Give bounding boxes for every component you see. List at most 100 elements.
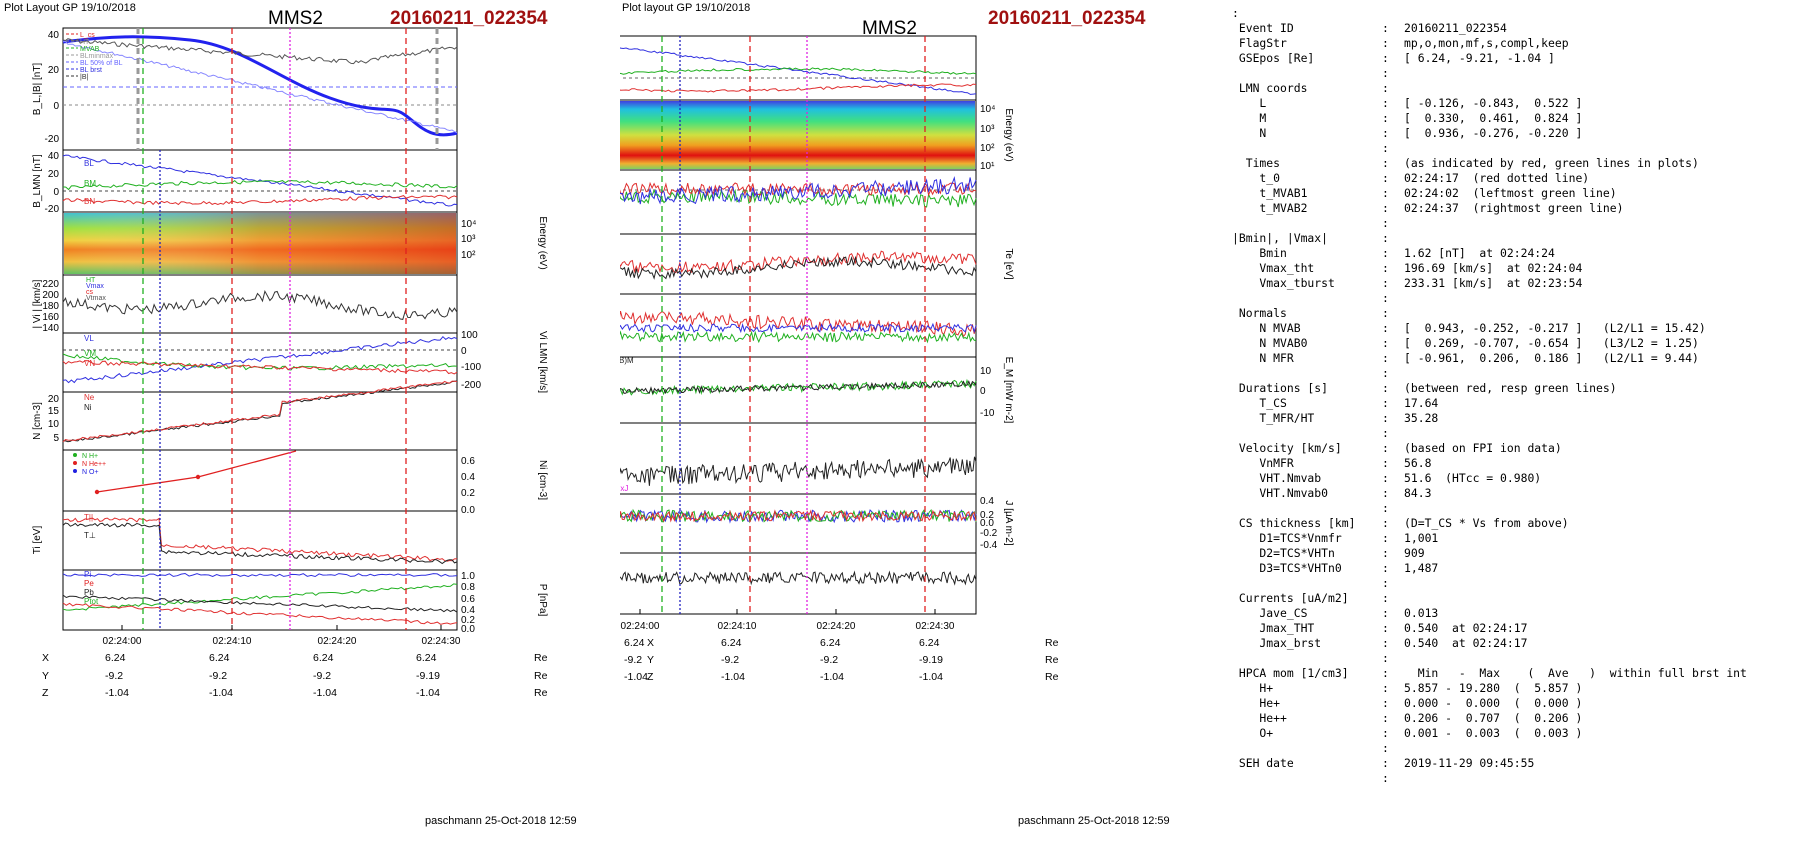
mid-y-tick-label-right: -0.2 xyxy=(980,528,998,539)
summary-row: Vmax_tht: 196.69 [km/s] at 02:24:04 xyxy=(1232,261,1802,276)
summary-row: Normals: xyxy=(1232,306,1802,321)
summary-value: 0.000 - 0.000 ( 0.000 ) xyxy=(1404,696,1583,710)
position-unit: Re xyxy=(534,670,548,682)
left-panel-frame xyxy=(62,449,458,512)
summary-value: 909 xyxy=(1404,546,1425,560)
mid-y-tick-label-right: 10³ xyxy=(980,124,995,135)
summary-label: N MFR xyxy=(1232,351,1294,365)
summary-colon: : xyxy=(1382,156,1389,170)
summary-row: H+: 5.857 - 19.280 ( 5.857 ) xyxy=(1232,681,1802,696)
mid-x-tick-label: 02:24:10 xyxy=(718,621,757,632)
summary-value: [ -0.126, -0.843, 0.522 ] xyxy=(1404,96,1583,110)
summary-label: HPCA mom [1/cm3] xyxy=(1232,666,1349,680)
summary-row: Durations [s]: (between red, resp green l… xyxy=(1232,381,1802,396)
summary-row: GSEpos [Re]: [ 6.24, -9.21, -1.04 ] xyxy=(1232,51,1802,66)
position-value: 6.24 xyxy=(721,637,742,649)
position-row-name: Y xyxy=(647,654,655,666)
left-legend-label: Pb xyxy=(84,588,94,597)
position-value: 6.24 xyxy=(105,652,126,664)
left-y-tick-label: 0 xyxy=(53,101,59,112)
summary-value: 0.001 - 0.003 ( 0.003 ) xyxy=(1404,726,1583,740)
summary-value: mp,o,mon,mf,s,compl,keep xyxy=(1404,36,1569,50)
left-panel-frame xyxy=(62,510,458,571)
summary-row: Jmax_THT: 0.540 at 02:24:17 xyxy=(1232,621,1802,636)
summary-label: Vmax_tburst xyxy=(1232,276,1335,290)
mid-jn-trace xyxy=(620,509,977,523)
mid-bl-trace xyxy=(620,47,977,95)
summary-label: Durations [s] xyxy=(1232,381,1329,395)
position-value: -1.04 xyxy=(313,687,337,699)
left-pi-trace xyxy=(62,583,458,611)
left-y-tick-label-right: 0.0 xyxy=(461,505,475,516)
summary-leading: : xyxy=(1232,6,1239,20)
left-y-tick-label-right: 0.4 xyxy=(461,472,475,483)
mid-footer: paschmann 25-Oct-2018 12:59 xyxy=(1018,815,1170,827)
left-legend-label: BLminmax xyxy=(80,53,114,60)
summary-colon: : xyxy=(1382,276,1389,290)
left-legend-label: VL xyxy=(84,334,94,343)
summary-colon: : xyxy=(1382,546,1389,560)
summary-row: L: [ -0.126, -0.843, 0.522 ] xyxy=(1232,96,1802,111)
left-bm-trace xyxy=(62,179,458,191)
left-legend-label: cs xyxy=(86,289,94,296)
mid-y-tick-label-right: 0.0 xyxy=(980,518,994,529)
left-panel-frame xyxy=(62,569,458,631)
summary-colon: : xyxy=(1382,231,1389,245)
position-value: -9.19 xyxy=(416,670,440,682)
left-pb-trace xyxy=(62,572,458,578)
summary-colon: : xyxy=(1382,441,1389,455)
summary-label: L xyxy=(1232,96,1267,110)
summary-colon: : xyxy=(1382,336,1389,350)
summary-value: 0.206 - 0.707 ( 0.206 ) xyxy=(1404,711,1583,725)
summary-label xyxy=(1232,651,1382,666)
position-value: -9.2 xyxy=(624,654,643,666)
left-axis-label: | Vi | [km/s] xyxy=(32,279,43,328)
summary-row: D3=TCS*VHTn0: 1,487 xyxy=(1232,561,1802,576)
summary-row: : xyxy=(1232,501,1802,516)
left-legend-label: VM xyxy=(84,349,96,358)
mid-jm-trace xyxy=(620,508,977,524)
mid-axis-label-right: E_M [mW m-2] xyxy=(1003,357,1014,424)
summary-label: VnMFR xyxy=(1232,456,1294,470)
left-legend-label: BL xyxy=(84,159,94,168)
summary-row: : xyxy=(1232,741,1802,756)
left-y-tick-label: 20 xyxy=(48,65,60,76)
left-legend-label: BN xyxy=(84,197,95,206)
left-tperp-trace xyxy=(62,522,458,565)
left-axis-label-right: Energy (eV) xyxy=(537,216,548,269)
summary-colon: : xyxy=(1382,621,1389,635)
summary-row: FlagStr: mp,o,mon,mf,s,compl,keep xyxy=(1232,36,1802,51)
summary-row: : xyxy=(1232,771,1802,786)
left-y-tick-label-right: 0 xyxy=(461,346,467,357)
summary-label: D1=TCS*Vnmfr xyxy=(1232,531,1342,545)
summary-label: M xyxy=(1232,111,1267,125)
left-legend-label: BM xyxy=(84,179,96,188)
mid-y-tick-label-right: 10 xyxy=(980,366,992,377)
summary-colon: : xyxy=(1382,771,1389,785)
summary-colon: : xyxy=(1382,471,1389,485)
summary-row: Times: (as indicated by red, green lines … xyxy=(1232,156,1802,171)
summary-row: t_MVAB2: 02:24:37 (rightmost green line) xyxy=(1232,201,1802,216)
summary-value: 5.857 - 19.280 ( 5.857 ) xyxy=(1404,681,1583,695)
left-y-tick-label-right: 0.6 xyxy=(461,594,475,605)
mid-panel-frame xyxy=(620,422,977,495)
summary-label: t_0 xyxy=(1232,171,1281,185)
summary-colon: : xyxy=(1382,141,1389,155)
left-legend-marker xyxy=(73,453,77,457)
position-value: -1.04 xyxy=(416,687,440,699)
left-y-tick-label: 15 xyxy=(48,406,60,417)
position-value: 6.24 xyxy=(209,652,230,664)
left-legend-label: N O+ xyxy=(82,469,99,476)
summary-label xyxy=(1232,501,1382,516)
summary-label xyxy=(1232,771,1382,786)
summary-colon: : xyxy=(1382,81,1389,95)
summary-label xyxy=(1232,66,1382,81)
summary-row: t_0: 02:24:17 (red dotted line) xyxy=(1232,171,1802,186)
summary-label: |Bmin|, |Vmax| xyxy=(1232,231,1329,245)
summary-value: 0.540 at 02:24:17 xyxy=(1404,636,1528,650)
summary-label: Bmin xyxy=(1232,246,1287,260)
summary-label: N xyxy=(1232,126,1267,140)
summary-value: 0.013 xyxy=(1404,606,1439,620)
summary-label: H+ xyxy=(1232,681,1274,695)
summary-row: t_MVAB1: 02:24:02 (leftmost green line) xyxy=(1232,186,1802,201)
